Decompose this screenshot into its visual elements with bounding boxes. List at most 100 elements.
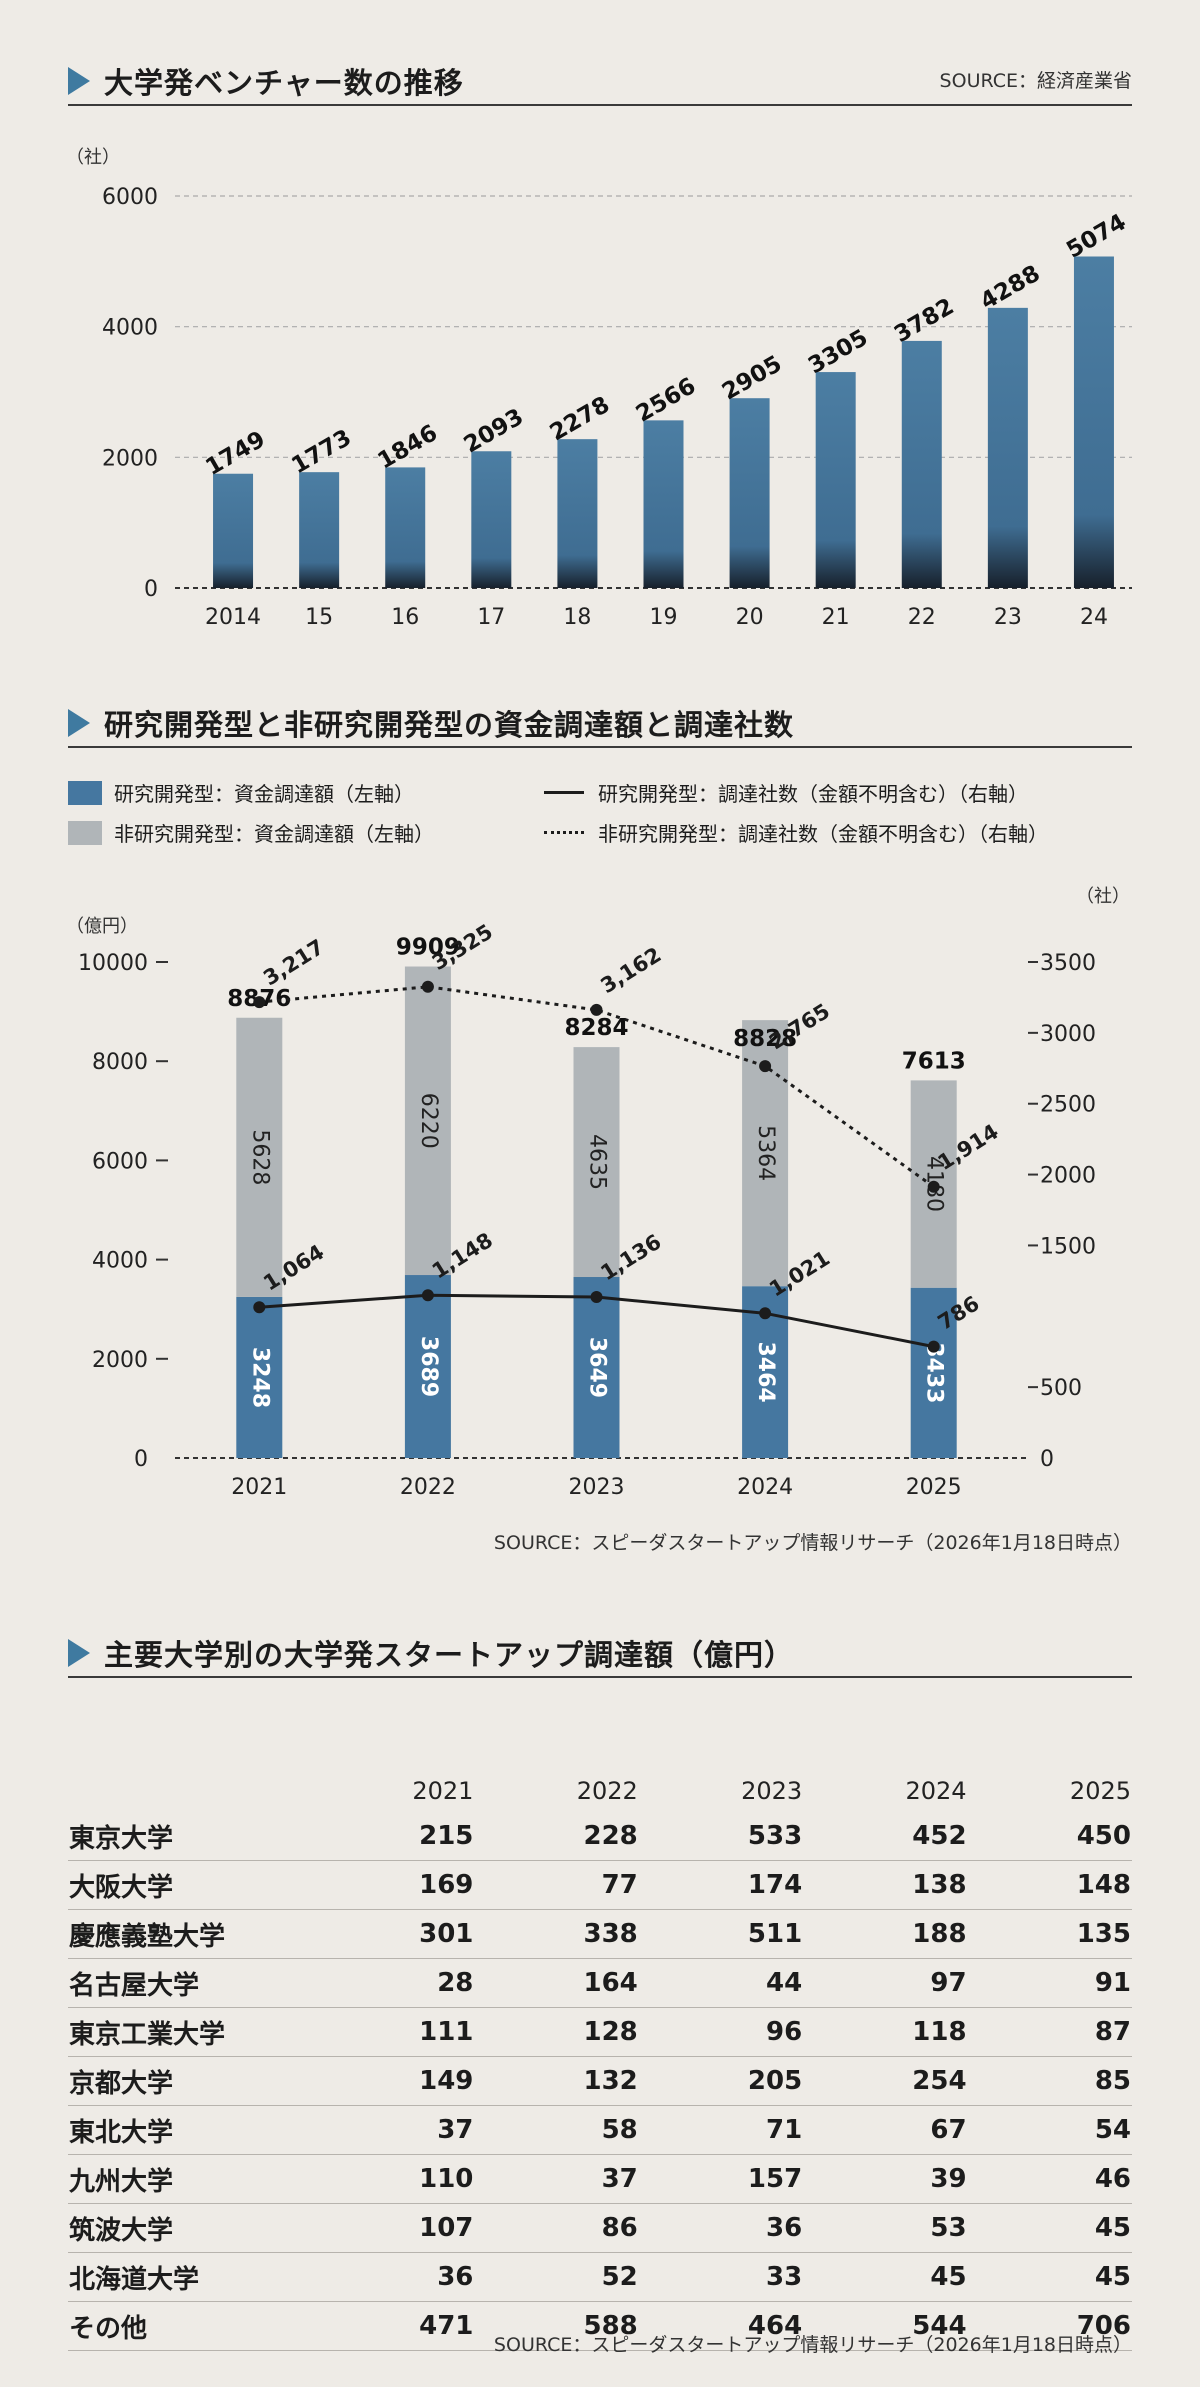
x-tick-label: 20 — [736, 605, 764, 630]
x-tick-label: 24 — [1080, 605, 1108, 630]
section-title: 主要大学別の大学発スタートアップ調達額（億円） — [68, 1632, 794, 1674]
x-tick-label: 16 — [391, 605, 419, 630]
table-cell: 301 — [310, 1909, 475, 1959]
bar — [729, 398, 770, 588]
line-label-nonrd: 3,325 — [428, 919, 497, 975]
venture-count-section: 大学発ベンチャー数の推移 SOURCE：経済産業省 — [68, 58, 1132, 106]
data-label: 2093 — [460, 404, 528, 459]
table-cell: 86 — [474, 2203, 639, 2253]
y-tick-label-right: 1500 — [1040, 1234, 1096, 1259]
table-row: その他 471 588 464 544 706 — [68, 2301, 1132, 2351]
y-tick-label-right: 3000 — [1040, 1022, 1096, 1047]
x-tick-label: 2024 — [737, 1475, 793, 1500]
table-cell: 164 — [474, 1958, 639, 2008]
y-tick-label: 6000 — [102, 185, 158, 210]
point-rd-count — [759, 1307, 772, 1320]
table-source: SOURCE：スピーダスタートアップ情報リサーチ（2026年1月18日時点） — [493, 2334, 1132, 2356]
y-tick-label-right: 2500 — [1040, 1093, 1096, 1118]
table-header-cell: 2021 — [412, 1777, 474, 1805]
table-cell: 71 — [638, 2105, 804, 2155]
triangle-marker-icon — [68, 1639, 90, 1667]
table-cell: 45 — [967, 2203, 1132, 2253]
x-tick-label: 23 — [994, 605, 1022, 630]
line-label-nonrd: 3,217 — [259, 935, 328, 991]
bar — [643, 420, 684, 588]
table-row: 京都大学 149 132 205 254 85 — [68, 2056, 1132, 2106]
table-cell: 132 — [474, 2056, 639, 2106]
data-label-rd: 3248 — [247, 1347, 272, 1408]
legend-label: 研究開発型：調達社数（金額不明含む）（右軸） — [598, 782, 1028, 806]
y-tick-label-left: 4000 — [92, 1249, 148, 1274]
table-cell: 135 — [967, 1909, 1132, 1959]
bar — [299, 472, 340, 588]
table-cell: 97 — [803, 1958, 968, 2008]
legend-item-rd-count: 研究開発型：調達社数（金額不明含む）（右軸） — [544, 778, 1028, 807]
point-rd-count — [590, 1291, 603, 1304]
table-header-cell: 2024 — [905, 1777, 967, 1805]
university-name: 東北大学 — [68, 2105, 310, 2155]
university-table-section: 主要大学別の大学発スタートアップ調達額（億円） 2021 2022 2023 2… — [68, 1630, 1132, 2370]
table-cell: 188 — [803, 1909, 968, 1959]
university-name: その他 — [68, 2301, 310, 2351]
legend-dotted-line — [544, 831, 584, 834]
data-label: 2566 — [632, 373, 700, 428]
x-tick-label: 17 — [477, 605, 505, 630]
bar-nonrd — [236, 1017, 283, 1297]
x-tick-label: 2021 — [231, 1475, 287, 1500]
table-cell: 149 — [310, 2056, 475, 2106]
x-tick-label: 22 — [908, 605, 936, 630]
funding-section: 研究開発型と非研究開発型の資金調達額と調達社数 研究開発型：資金調達額（左軸） … — [68, 700, 1132, 846]
table-row: 大阪大学 169 77 174 138 148 — [68, 1860, 1132, 1910]
data-label-nonrd: 5628 — [247, 1129, 272, 1185]
section-header: 研究開発型と非研究開発型の資金調達額と調達社数 — [68, 700, 1132, 748]
x-tick-label: 18 — [563, 605, 591, 630]
total-label: 8828 — [733, 1026, 797, 1052]
legend-item-nonrd-count: 非研究開発型：調達社数（金額不明含む）（右軸） — [544, 818, 1048, 847]
x-tick-label: 19 — [650, 605, 678, 630]
data-label: 4288 — [976, 261, 1044, 316]
bar-rd — [573, 1277, 620, 1458]
table-header-cell: 2022 — [576, 1777, 638, 1805]
data-label: 1749 — [201, 426, 269, 481]
y-axis-unit-right: （社） — [1076, 886, 1130, 907]
table-cell: 118 — [803, 2007, 968, 2057]
data-label: 1773 — [287, 425, 355, 480]
table-cell: 46 — [967, 2154, 1132, 2204]
table-cell: 45 — [803, 2252, 968, 2302]
table-cell: 77 — [474, 1860, 639, 1910]
data-label: 3305 — [804, 325, 872, 380]
table-cell: 205 — [638, 2056, 804, 2106]
y-tick-label-right: 3500 — [1040, 951, 1096, 976]
x-tick-label: 2022 — [400, 1475, 456, 1500]
point-rd-count — [421, 1289, 434, 1302]
y-tick-label-right: 0 — [1040, 1447, 1054, 1472]
point-rd-count — [253, 1301, 266, 1314]
data-label: 1846 — [374, 420, 442, 475]
table-cell: 37 — [474, 2154, 639, 2204]
table-cell: 37 — [310, 2105, 475, 2155]
table-header-cell: 2025 — [1069, 1777, 1131, 1805]
table-cell: 128 — [474, 2007, 639, 2057]
legend-swatch-gray — [68, 820, 102, 845]
section-header: 大学発ベンチャー数の推移 SOURCE：経済産業省 — [68, 58, 1132, 106]
table-cell: 44 — [638, 1958, 804, 2008]
table-cell: 111 — [310, 2007, 475, 2057]
point-nonrd-count — [253, 996, 266, 1009]
table-cell: 87 — [967, 2007, 1132, 2057]
bar-nonrd — [404, 966, 451, 1276]
table-cell: 45 — [967, 2252, 1132, 2302]
table-cell: 544 — [803, 2301, 968, 2351]
table-cell: 228 — [474, 1812, 639, 1861]
university-name: 筑波大学 — [68, 2203, 310, 2253]
table-cell: 91 — [967, 1958, 1132, 2008]
y-tick-label-left: 8000 — [92, 1050, 148, 1075]
y-tick-label: 0 — [144, 577, 158, 602]
legend-label: 研究開発型：資金調達額（左軸） — [114, 782, 414, 806]
table-row: 東京工業大学 111 128 96 118 87 — [68, 2007, 1132, 2057]
table-cell: 254 — [803, 2056, 968, 2106]
funding-chart: （億円） （社） 10000 8000 6000 4000 2000 0 3500 3000 250… — [66, 886, 1130, 1500]
table-cell: 450 — [967, 1812, 1132, 1861]
y-tick-label-left: 0 — [134, 1447, 148, 1472]
table-header-cell — [68, 1770, 310, 1812]
data-label-rd: 3689 — [416, 1336, 441, 1397]
